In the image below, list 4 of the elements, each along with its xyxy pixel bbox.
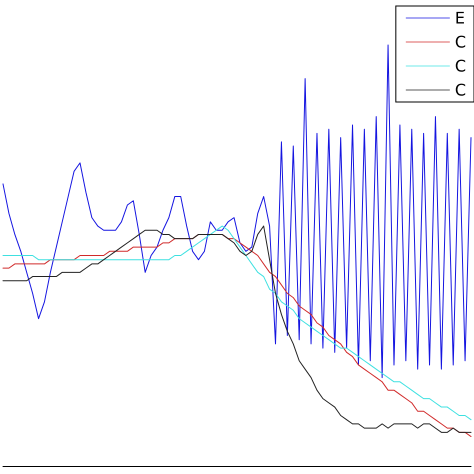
legend-label: E bbox=[454, 8, 465, 28]
legend-label: C bbox=[454, 32, 466, 52]
legend-label: C bbox=[454, 80, 466, 100]
legend-label: C bbox=[454, 56, 466, 76]
